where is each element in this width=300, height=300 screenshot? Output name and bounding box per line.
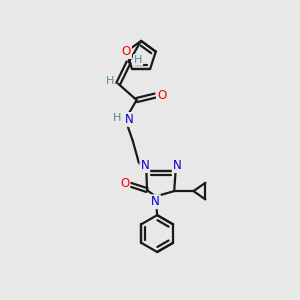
Text: O: O bbox=[120, 177, 129, 190]
Text: N: N bbox=[151, 195, 160, 208]
Text: O: O bbox=[122, 45, 131, 58]
Text: N: N bbox=[140, 159, 149, 172]
Text: N: N bbox=[124, 113, 133, 126]
Text: N: N bbox=[173, 159, 182, 172]
Text: H: H bbox=[106, 76, 114, 86]
Text: H: H bbox=[113, 113, 121, 123]
Text: H: H bbox=[134, 55, 142, 65]
Text: O: O bbox=[157, 89, 166, 102]
